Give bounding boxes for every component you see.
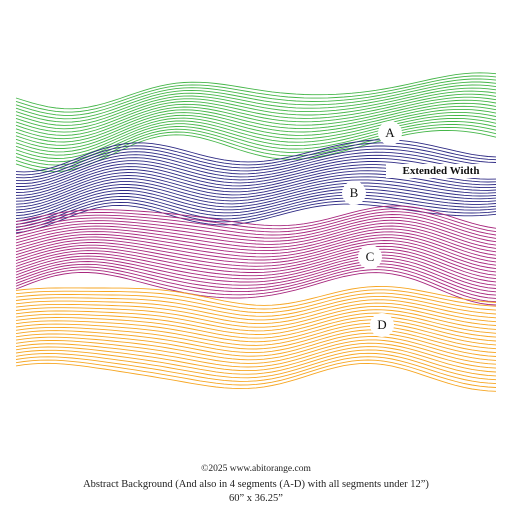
wave-line [15,342,497,369]
wave-line [15,263,497,296]
wave-line [15,179,497,211]
wave-line [15,346,497,373]
wave-line [15,219,497,246]
wave-line [15,251,497,283]
wave-line [15,99,497,140]
segment-label-b: B [342,181,366,205]
wave-line [15,319,497,343]
wave-line [15,325,497,350]
wave-line [15,208,497,233]
wave-line [15,87,497,126]
extended-width-label: Extended Width [386,164,496,178]
segment-b-waves [15,139,497,234]
wave-line [15,117,497,159]
wave-line [15,234,497,263]
wave-line [15,211,497,236]
wave-line [15,78,497,116]
wave-line [15,216,497,243]
wave-line [15,309,497,332]
wave-line [15,339,497,365]
wave-line [15,214,497,239]
segment-d-waves [15,285,497,392]
wave-line [16,154,497,187]
wave-line [15,102,497,143]
wave-line [15,322,497,346]
wave-line [15,90,497,130]
wave-line [16,151,497,185]
wave-line [15,105,497,146]
wave-line [15,362,497,392]
wave-line [15,203,497,234]
wave-line [15,289,497,310]
wave-line [15,260,497,293]
wave-line [15,96,497,136]
wave-line [15,157,496,190]
segment-label-a: A [378,121,402,145]
segment-c-waves [15,205,497,306]
wave-line [15,145,497,179]
wave-line [15,173,497,205]
wave-line [15,242,497,273]
segment-a-waves [15,72,497,173]
wave-line [15,228,497,256]
wave-line [15,257,497,289]
wave-line [15,114,497,156]
wave-line [15,295,497,317]
wave-line [15,93,497,133]
wave-line [15,315,497,339]
wave-line [15,72,497,110]
description-text: Abstract Background (And also in 4 segme… [83,479,429,490]
wave-line [15,271,497,306]
wave-line [15,191,497,222]
wave-line [15,222,497,249]
wave-line [15,139,497,173]
wave-line [15,302,497,325]
wave-line [15,305,497,328]
wave-line [15,84,497,123]
wave-line [15,185,497,217]
wave-line [15,359,497,388]
wave-line [15,299,497,321]
wave-line [15,197,497,228]
copyright-text: ©2025 www.abitorange.com [201,464,311,474]
wave-line [15,356,497,385]
wave-line [15,75,497,113]
wave-line [15,81,497,120]
wave-line [15,248,497,280]
wave-line [15,237,497,266]
wave-line [15,336,497,361]
wave-line [15,285,497,306]
wave-line [15,312,497,335]
wave-line [15,194,497,225]
wave-line [15,225,497,253]
wave-line [15,352,497,381]
wave-line [15,332,497,357]
wave-line [15,142,497,176]
wave-line [15,240,497,270]
wave-line [15,269,497,303]
wave-line [15,120,497,163]
wave-line [15,254,497,286]
wave-line [15,188,497,220]
wave-line [15,245,497,276]
wave-line [15,292,497,314]
wave-line [15,176,497,208]
wave-line [15,108,497,149]
wave-line [15,349,497,377]
wave-line [15,266,497,299]
wave-line [15,231,497,259]
segment-label-d: D [370,313,394,337]
wave-line [15,329,497,354]
wave-line [15,111,497,153]
wave-line [15,205,497,229]
dimensions-text: 60” x 36.25” [229,493,283,504]
segment-label-c: C [358,245,382,269]
wave-line [15,182,497,214]
wave-line [15,148,497,182]
